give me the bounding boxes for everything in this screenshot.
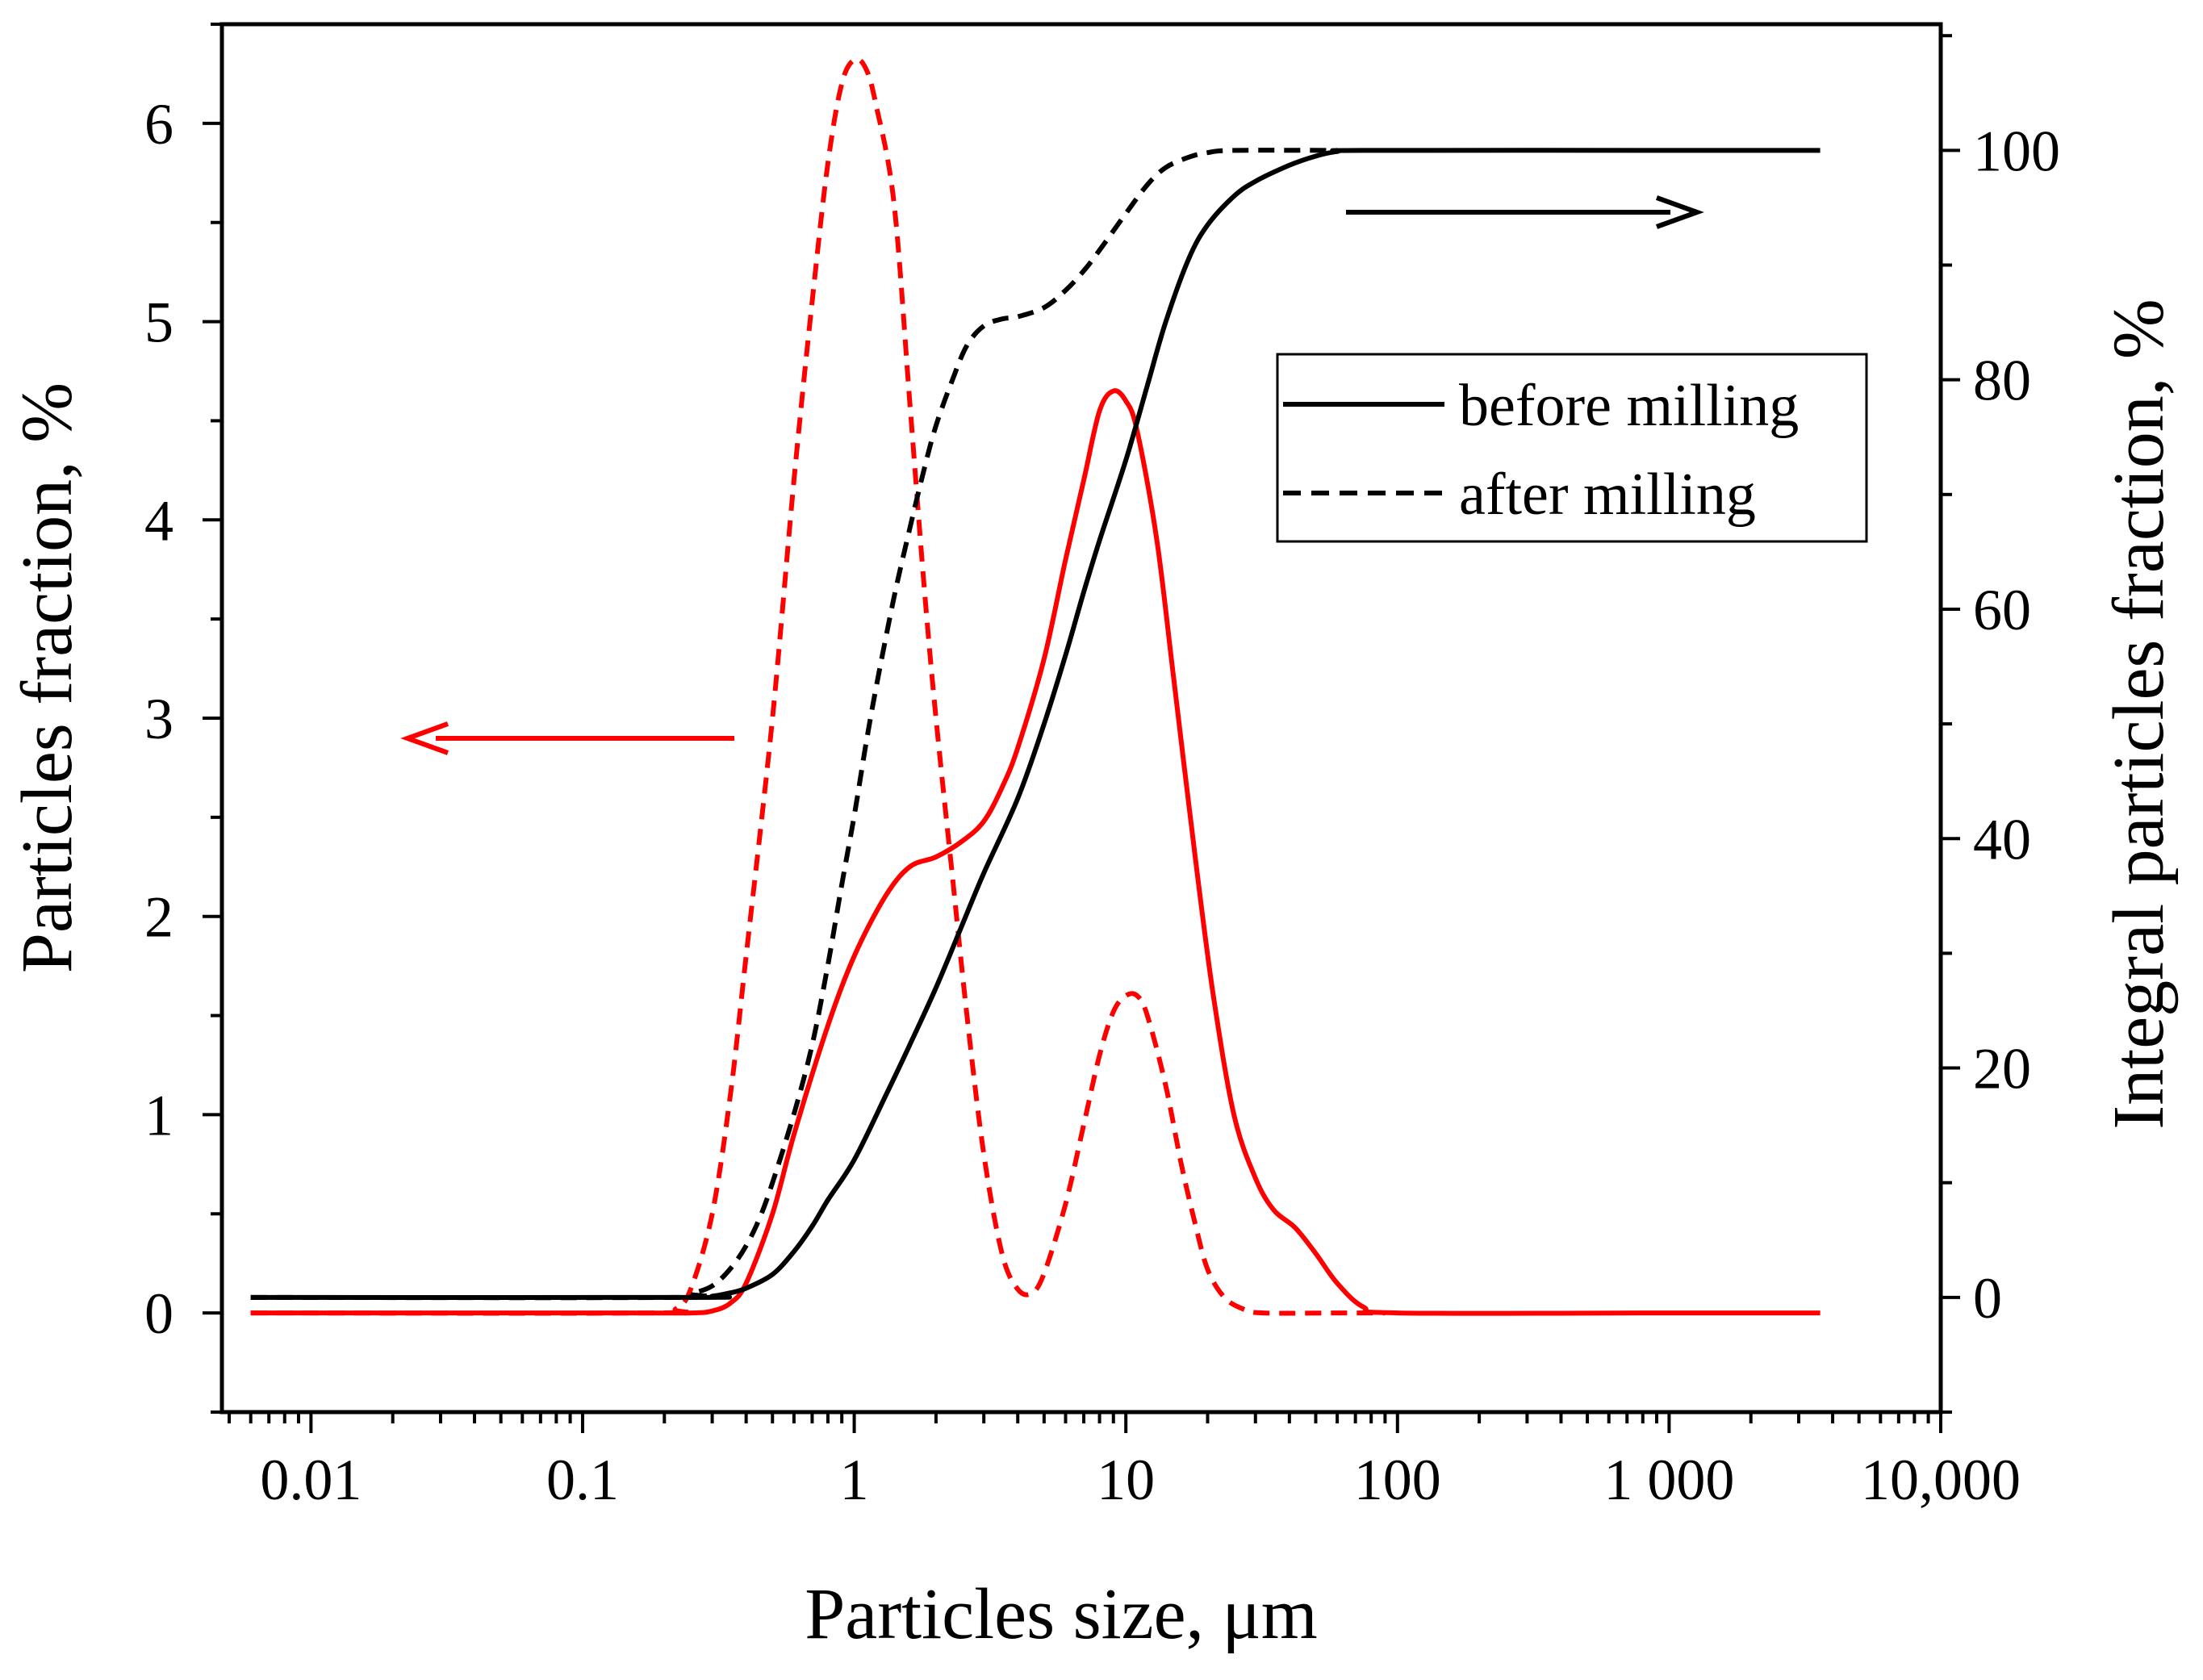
y-tick-label: 3 [144, 687, 173, 751]
tick-labels-group: 0.01 0.1 1 10 100 1 000 10,0000123456020406080… [144, 92, 2060, 1512]
x-axis-title: Particles size, μm [805, 1574, 1318, 1654]
right-arrow-head [1655, 195, 1704, 229]
y-tick-label: 6 [144, 92, 173, 157]
ticks-group [203, 23, 1960, 1433]
series-group [250, 56, 1821, 1316]
x-tick-label: 10,000 [1861, 1448, 2021, 1512]
y2-tick-label: 60 [1973, 578, 2031, 642]
y-tick-label: 1 [144, 1083, 173, 1147]
legend-label-before: before milling [1459, 373, 1799, 439]
legend-label-after: after milling [1459, 462, 1756, 528]
x-tick-label: 0.1 [546, 1448, 619, 1512]
x-tick-label: 1 [840, 1448, 869, 1512]
arrows-group [400, 195, 1704, 755]
y2-tick-label: 40 [1973, 807, 2031, 871]
y-tick-label: 0 [144, 1281, 173, 1346]
y2-tick-label: 100 [1973, 119, 2060, 183]
x-tick-label: 10 [1097, 1448, 1155, 1512]
plot-frame [219, 22, 1943, 1415]
series-line-2 [250, 148, 1821, 1300]
y2-tick-label: 20 [1973, 1037, 2031, 1101]
series-line-0 [250, 388, 1821, 1316]
y-tick-label: 2 [144, 885, 173, 950]
y2-tick-label: 80 [1973, 349, 2031, 413]
y2-tick-label: 0 [1973, 1266, 2002, 1331]
series-line-1 [250, 56, 1386, 1316]
y-axis-title: Particles fraction, % [7, 382, 87, 973]
left-arrow-head [400, 721, 449, 755]
legend: before milling after milling [1276, 353, 1868, 543]
x-tick-label: 100 [1354, 1448, 1441, 1512]
y2-axis-title: Integral particles fraction, % [2099, 299, 2179, 1130]
series-line-3 [250, 148, 1338, 1301]
legend-box [1276, 353, 1868, 543]
x-tick-label: 1 000 [1603, 1448, 1734, 1512]
y-tick-label: 4 [144, 488, 173, 553]
y-tick-label: 5 [144, 290, 173, 355]
x-tick-label: 0.01 [260, 1448, 362, 1512]
